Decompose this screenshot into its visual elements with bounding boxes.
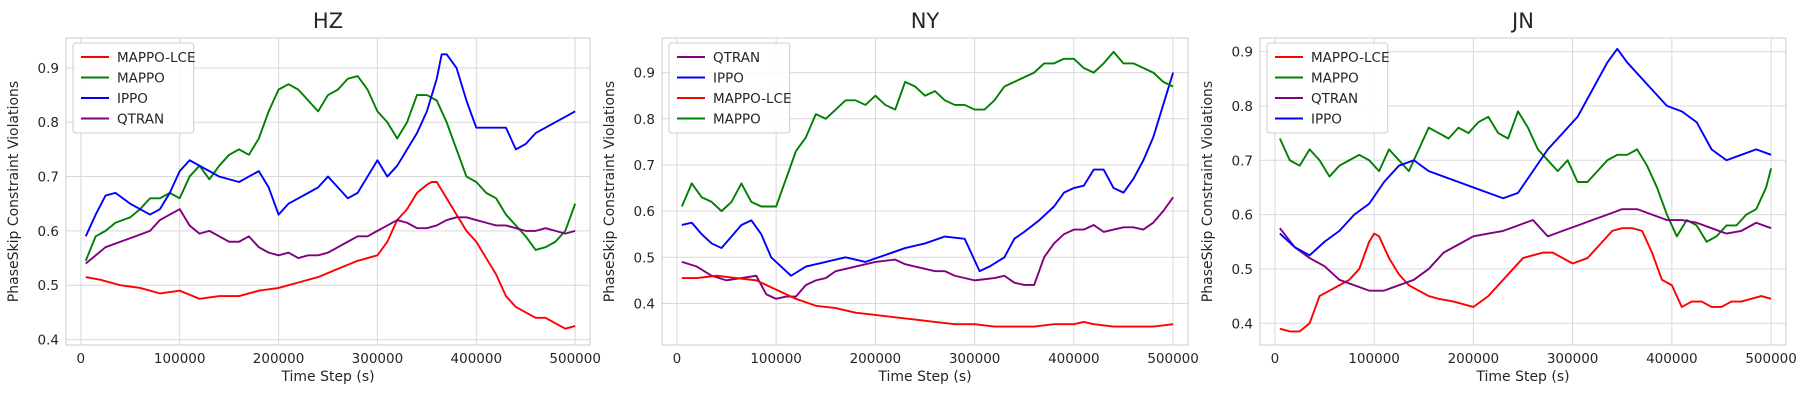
x-tick-label: 200000	[850, 351, 902, 367]
x-tick-label: 400000	[1646, 351, 1698, 367]
x-tick-label: 300000	[949, 351, 1001, 367]
plot-frame	[661, 37, 1189, 346]
x-tick-label: 100000	[154, 351, 206, 367]
x-tick-label: 200000	[253, 351, 305, 367]
y-tick-label: 0.6	[38, 224, 59, 240]
chart-jn: 0 100000 200000 300000 400000 500000 0.4 0.5 0.6…	[1200, 9, 1797, 385]
y-tick-label: 0.7	[634, 158, 655, 174]
y-axis-label: PhaseSkip Constraint Violations	[1200, 81, 1216, 302]
legend-entry: IPPO	[117, 91, 148, 107]
series-line-mappo-lce	[1279, 227, 1772, 333]
legend-entry: MAPPO-LCE	[117, 50, 196, 66]
x-tick-label: 0	[1271, 351, 1280, 367]
legend-entry: MAPPO-LCE	[713, 91, 792, 107]
series-line-mappo	[680, 50, 1174, 213]
x-tick-label: 200000	[1448, 351, 1500, 367]
legend-entry: MAPPO	[713, 112, 761, 128]
legend-box	[1266, 42, 1389, 134]
x-tick-label: 0	[77, 351, 86, 367]
x-tick-label: 500000	[1745, 351, 1797, 367]
y-tick-label: 0.4	[634, 296, 655, 312]
chart-ny: 0 100000 200000 300000 400000 500000 0.4 0.5 0.6…	[602, 9, 1199, 385]
x-tick-label: 400000	[451, 351, 503, 367]
chart-title: HZ	[313, 9, 343, 33]
y-tick-label: 0.5	[1232, 262, 1253, 278]
chart-title: JN	[1510, 9, 1534, 33]
y-axis-label: PhaseSkip Constraint Violations	[602, 81, 618, 302]
y-tick-label: 0.4	[1232, 316, 1253, 332]
y-tick-label: 0.8	[38, 115, 59, 131]
x-tick-label: 300000	[352, 351, 404, 367]
y-tick-label: 0.8	[1232, 99, 1253, 115]
series-line-qtran	[1279, 208, 1772, 292]
series-line-ippo	[1279, 47, 1772, 257]
y-tick-label: 0.5	[38, 278, 59, 294]
x-tick-label: 500000	[1147, 351, 1199, 367]
x-tick-label: 500000	[549, 351, 601, 367]
x-tick-label: 300000	[1547, 351, 1599, 367]
y-tick-label: 0.5	[634, 250, 655, 266]
legend-entry: IPPO	[713, 71, 744, 87]
series-line-mappo	[84, 75, 577, 262]
legend-box	[72, 42, 195, 134]
x-axis-label: Time Step (s)	[1475, 369, 1569, 385]
legend-entry: QTRAN	[1311, 91, 1358, 107]
y-tick-label: 0.7	[1232, 153, 1253, 169]
legend: MAPPO-LCE MAPPO IPPO QTRAN	[72, 42, 196, 134]
plot-frame	[1259, 37, 1787, 346]
x-tick-label: 100000	[750, 351, 802, 367]
series-line-ippo	[681, 72, 1175, 277]
y-axis-label: PhaseSkip Constraint Violations	[6, 81, 22, 302]
x-axis-label: Time Step (s)	[280, 369, 374, 385]
legend-entry: MAPPO	[117, 71, 165, 87]
legend-entry: QTRAN	[713, 50, 760, 66]
series-line-qtran	[85, 208, 576, 265]
y-tick-label: 0.9	[634, 66, 655, 82]
chart-hz: 0 100000 200000 300000 400000 500000 0.4 0.5 0.6…	[6, 9, 601, 385]
series-line-ippo	[84, 53, 576, 237]
x-axis-label: Time Step (s)	[877, 369, 971, 385]
x-tick-label: 100000	[1348, 351, 1400, 367]
legend: QTRAN IPPO MAPPO-LCE MAPPO	[668, 42, 792, 134]
x-tick-label: 0	[673, 351, 682, 367]
y-tick-label: 0.8	[634, 112, 655, 128]
series-line-qtran	[681, 196, 1174, 300]
legend-entry: MAPPO-LCE	[1311, 50, 1390, 66]
y-tick-label: 0.9	[1232, 45, 1253, 61]
y-tick-label: 0.6	[634, 204, 655, 220]
series-line-mappo-lce	[681, 274, 1174, 328]
plot-frame	[65, 37, 591, 346]
series-line-mappo-lce	[85, 181, 576, 330]
legend-entry: IPPO	[1311, 112, 1342, 128]
legend-box	[668, 42, 791, 134]
y-tick-label: 0.4	[38, 333, 59, 349]
y-tick-label: 0.9	[38, 61, 59, 77]
y-tick-label: 0.6	[1232, 208, 1253, 224]
legend-entry: QTRAN	[117, 112, 164, 128]
legend-entry: MAPPO	[1311, 71, 1359, 87]
series-line-mappo	[1278, 110, 1773, 243]
legend: MAPPO-LCE MAPPO QTRAN IPPO	[1266, 42, 1390, 134]
y-tick-label: 0.7	[38, 170, 59, 186]
chart-title: NY	[911, 9, 940, 33]
x-tick-label: 400000	[1048, 351, 1100, 367]
